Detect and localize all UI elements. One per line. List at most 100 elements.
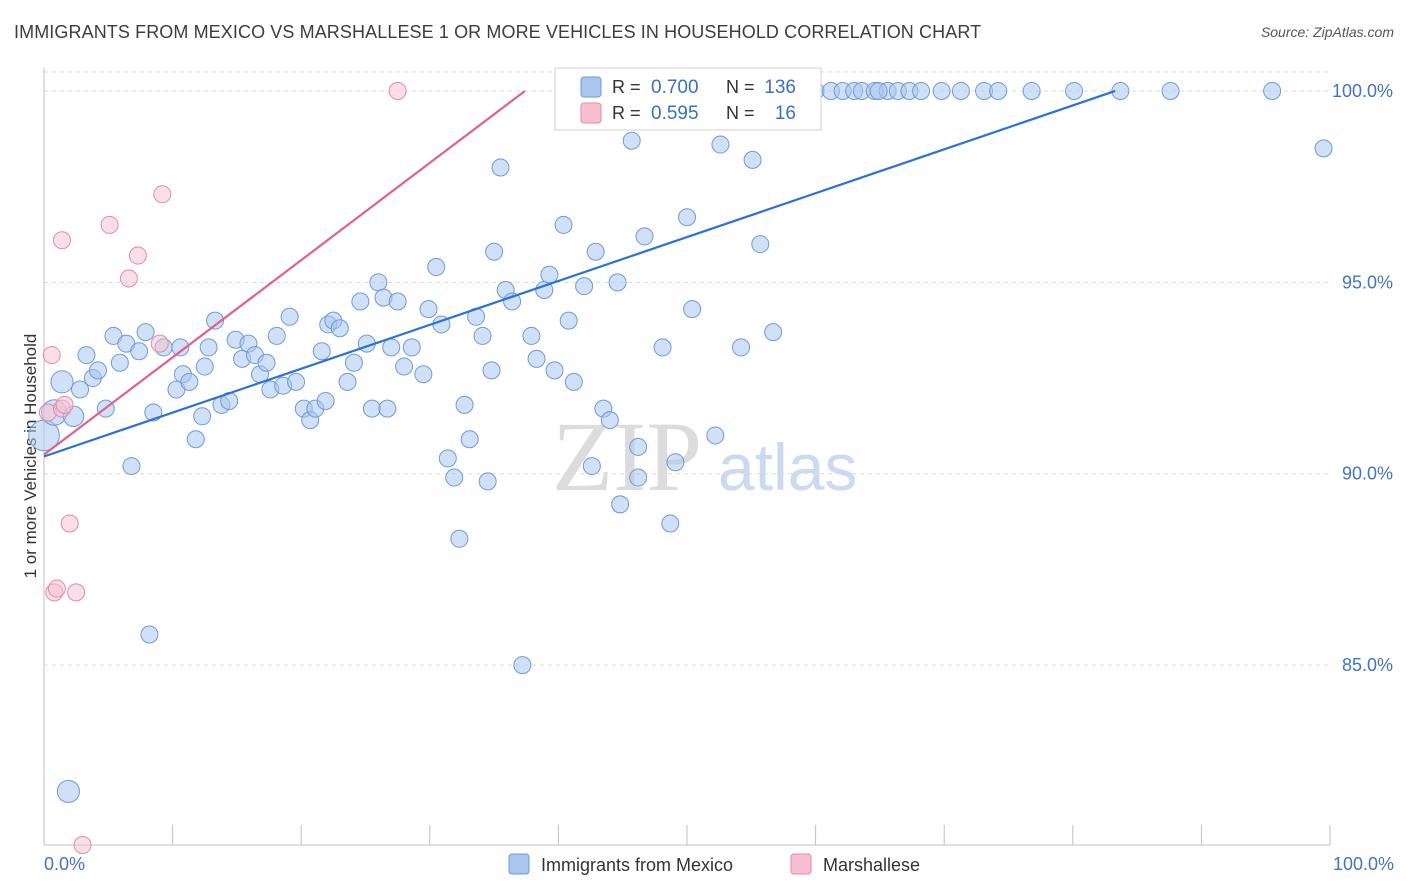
point-mexico xyxy=(71,380,90,399)
point-mexico xyxy=(312,342,331,361)
point-mexico xyxy=(50,370,74,394)
point-mexico xyxy=(1314,139,1333,158)
point-mexico xyxy=(402,338,421,357)
point-mexico xyxy=(193,407,212,426)
y-tick-label: 100.0% xyxy=(1332,81,1393,101)
point-mexico xyxy=(540,265,559,284)
point-mexico xyxy=(122,457,141,476)
x-axis-ticks xyxy=(43,825,1331,845)
point-mexico xyxy=(678,208,696,227)
legend-swatch-mexico xyxy=(580,76,602,98)
point-mexico xyxy=(1161,81,1180,100)
point-mexico xyxy=(180,372,199,391)
point-mexico xyxy=(635,227,654,246)
legend-n-value-1: 136 xyxy=(764,77,796,98)
point-mexico xyxy=(527,349,546,368)
scatter-points xyxy=(28,81,1333,854)
point-mexico xyxy=(136,323,155,342)
point-marshallese xyxy=(55,395,74,414)
point-mexico xyxy=(206,311,225,330)
x-tick-label-min: 0.0% xyxy=(44,854,85,874)
y-tick-label: 95.0% xyxy=(1342,272,1393,292)
series-legend-label-mexico: Immigrants from Mexico xyxy=(541,855,733,875)
legend-r-value-1: 0.700 xyxy=(651,77,699,98)
series-legend: Immigrants from Mexico Marshallese xyxy=(508,853,920,875)
point-mexico xyxy=(140,625,159,644)
point-mexico xyxy=(445,468,464,487)
point-mexico xyxy=(575,277,594,296)
y-tick-label: 90.0% xyxy=(1342,464,1393,484)
point-mexico xyxy=(195,357,214,376)
point-mexico xyxy=(513,656,532,675)
point-mexico xyxy=(608,273,627,292)
point-marshallese xyxy=(119,269,138,288)
point-mexico xyxy=(369,273,388,292)
point-mexico xyxy=(388,292,407,311)
point-mexico xyxy=(171,338,190,357)
series-legend-label-marshallese: Marshallese xyxy=(823,855,920,875)
point-mexico xyxy=(1022,81,1041,100)
point-marshallese xyxy=(60,514,79,533)
point-mexico xyxy=(362,399,381,418)
point-mexico xyxy=(199,338,218,357)
chart-source: Source: ZipAtlas.com xyxy=(1260,24,1394,40)
point-mexico xyxy=(351,292,370,311)
point-marshallese xyxy=(53,231,72,250)
point-mexico xyxy=(622,131,641,150)
point-mexico xyxy=(751,235,770,254)
point-mexico xyxy=(559,311,578,330)
point-mexico xyxy=(77,346,96,365)
legend-r-label-2: R = xyxy=(612,103,641,123)
legend-n-value-2: 16 xyxy=(775,103,796,124)
point-mexico xyxy=(378,399,397,418)
point-mexico xyxy=(586,242,605,261)
point-marshallese xyxy=(388,81,407,100)
point-mexico xyxy=(522,326,541,345)
point-marshallese xyxy=(128,246,147,265)
point-marshallese xyxy=(42,346,61,365)
point-mexico xyxy=(743,150,762,169)
point-marshallese xyxy=(100,215,119,234)
point-mexico xyxy=(427,258,446,277)
trend-line-marshallese xyxy=(43,90,526,456)
point-mexico xyxy=(287,372,306,391)
point-marshallese xyxy=(73,836,92,854)
point-mexico xyxy=(683,300,702,319)
point-mexico xyxy=(653,338,672,357)
point-mexico xyxy=(932,81,951,100)
point-mexico xyxy=(382,338,401,357)
point-mexico xyxy=(395,357,414,376)
point-mexico xyxy=(600,411,619,430)
point-mexico xyxy=(582,457,601,476)
point-marshallese xyxy=(153,185,172,204)
point-mexico xyxy=(869,81,888,100)
point-mexico xyxy=(438,449,457,468)
x-tick-label-max: 100.0% xyxy=(1333,854,1394,874)
y-axis-label: 1 or more Vehicles in Household xyxy=(21,334,40,579)
trend-lines xyxy=(43,89,1116,458)
point-mexico xyxy=(419,300,438,319)
legend-n-label-2: N = xyxy=(726,103,755,123)
point-mexico xyxy=(316,392,335,410)
point-mexico xyxy=(478,472,497,491)
series-legend-swatch-mexico xyxy=(508,853,530,875)
point-mexico xyxy=(1263,81,1282,100)
grid-lines xyxy=(44,71,1330,666)
point-mexico xyxy=(661,514,680,533)
y-tick-labels: 85.0% 90.0% 95.0% 100.0% xyxy=(1332,81,1393,675)
stats-legend: R = 0.700 N = 136 R = 0.595 N = 16 xyxy=(554,67,822,131)
point-mexico xyxy=(1065,81,1084,100)
point-mexico xyxy=(473,326,492,345)
point-mexico xyxy=(554,215,573,234)
y-tick-label: 85.0% xyxy=(1342,655,1393,675)
point-mexico xyxy=(56,779,80,803)
point-mexico xyxy=(110,353,129,372)
point-mexico xyxy=(732,338,751,357)
point-mexico xyxy=(344,353,363,372)
point-mexico xyxy=(706,426,725,445)
point-mexico xyxy=(564,372,583,391)
chart-title: IMMIGRANTS FROM MEXICO VS MARSHALLESE 1 … xyxy=(14,22,982,42)
point-marshallese xyxy=(150,334,169,353)
point-mexico xyxy=(460,430,479,449)
